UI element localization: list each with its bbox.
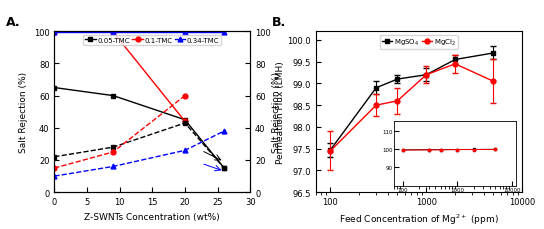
Y-axis label: Salt Rejection (%): Salt Rejection (%) <box>273 72 281 153</box>
Y-axis label: Permeation Flux (LMH): Permeation Flux (LMH) <box>276 61 286 163</box>
X-axis label: Feed Concentration of Mg$^{2+}$ (ppm): Feed Concentration of Mg$^{2+}$ (ppm) <box>339 212 499 226</box>
Y-axis label: Salt Rejection (%): Salt Rejection (%) <box>19 72 28 153</box>
Text: B.: B. <box>272 16 286 29</box>
Legend: 0.05-TMC, 0.1-TMC, 0.34-TMC: 0.05-TMC, 0.1-TMC, 0.34-TMC <box>83 35 221 46</box>
X-axis label: Z-SWNTs Concentration (wt%): Z-SWNTs Concentration (wt%) <box>84 212 220 221</box>
Legend: MgSO$_4$, MgCl$_2$: MgSO$_4$, MgCl$_2$ <box>380 35 458 50</box>
Text: A.: A. <box>5 16 20 29</box>
